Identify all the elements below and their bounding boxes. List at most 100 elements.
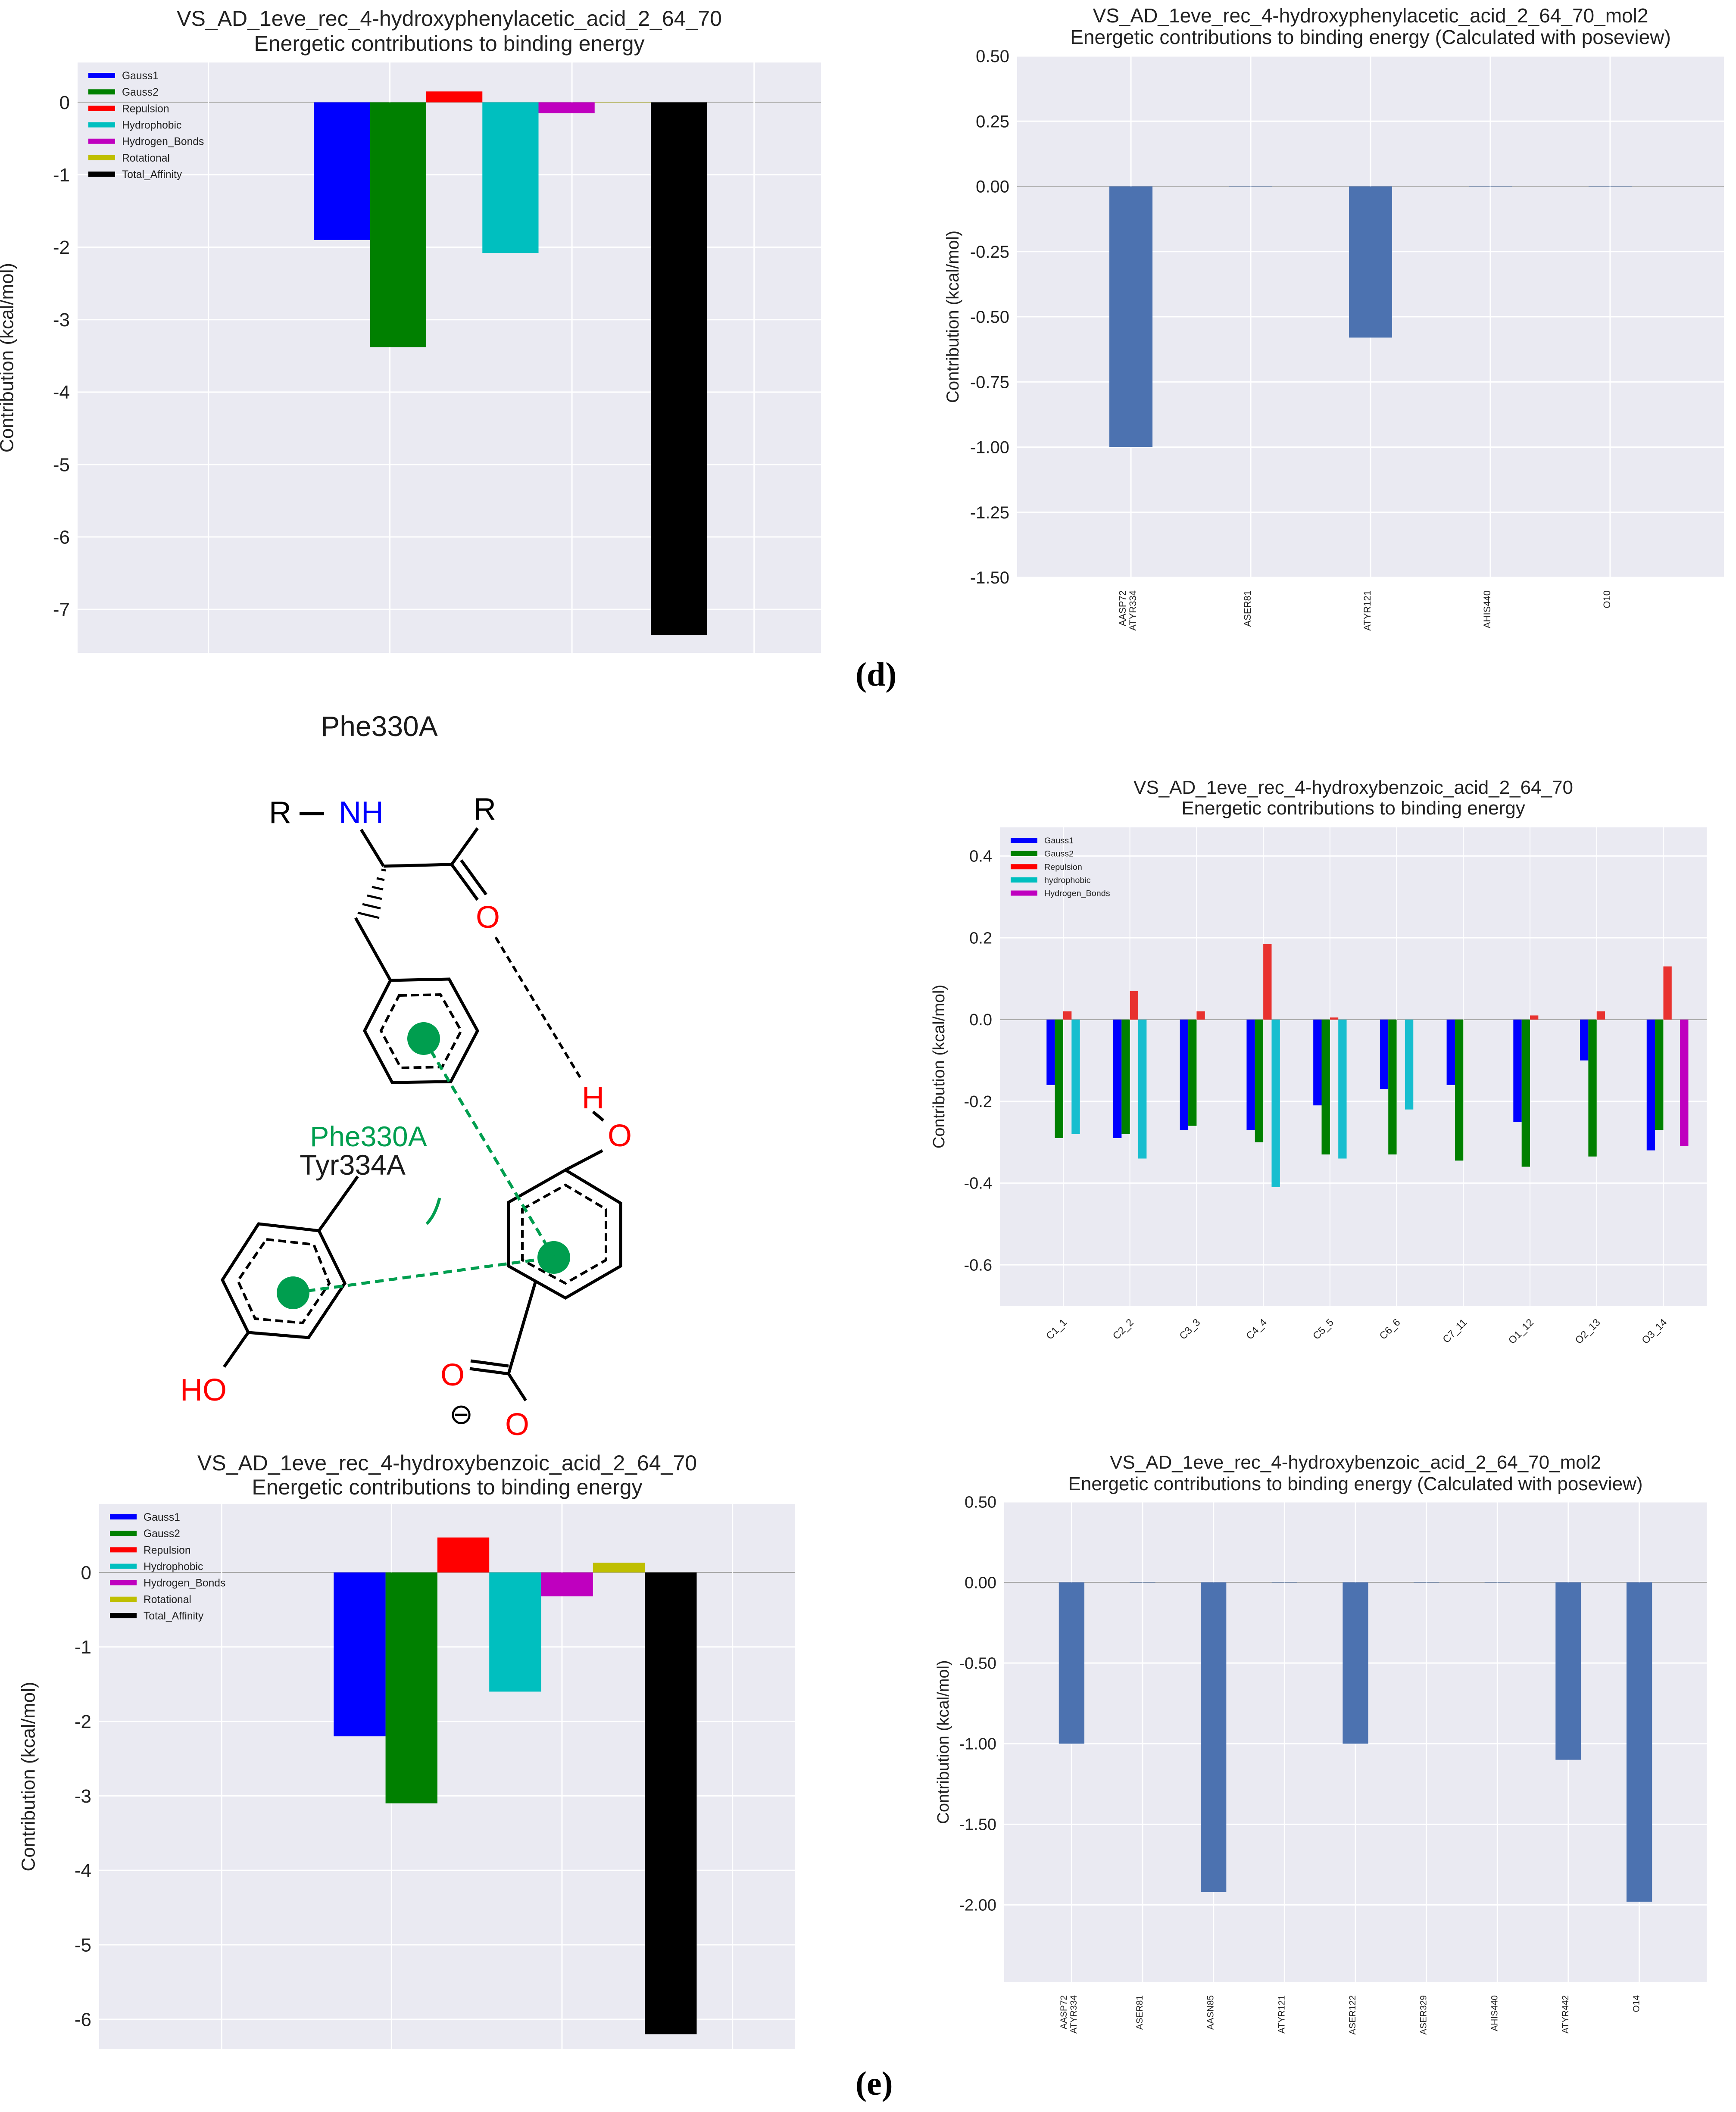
y-axis-label: Contribution (kcal/mol) [934,1660,952,1824]
bar-repulsion [1196,1011,1205,1020]
x-tick-label: ASER122 [1348,1995,1358,2035]
legend-entry: Gauss1 [1044,836,1074,845]
bar-gauss2 [370,102,427,347]
y-tick-label: -1 [75,1637,91,1658]
chart-subtitle: Energetic contributions to binding energ… [252,1475,642,1499]
r-group-1: R [269,796,291,830]
y-tick-label: -4 [53,382,70,403]
y-tick-label: -5 [75,1934,91,1956]
x-tick-label: AASN85 [1206,1995,1216,2030]
bar-repulsion [1330,1017,1339,1020]
panel-label-d: (d) [856,655,897,693]
y-axis-label: Contribution (kcal/mol) [943,231,962,403]
y-tick-label: -0.2 [964,1093,992,1111]
carboxyl-o-1: O [440,1358,465,1392]
x-tick-label: ASER329 [1419,1995,1429,2035]
bar-hydrophobic [489,1572,541,1692]
bar-aasp72-atyr334 [1109,186,1153,447]
bar-gauss2 [1188,1019,1197,1126]
chart-e-right-bottom: VS_AD_1eve_rec_4-hydroxybenzoic_acid_2_6… [934,1452,1707,2035]
x-tick-label: AHIS440 [1489,1995,1499,2031]
charge-minus: ⊖ [449,1398,473,1430]
chart-title: VS_AD_1eve_rec_4-hydroxybenzoic_acid_2_6… [1133,777,1573,798]
bar-gauss2 [1055,1019,1063,1139]
hydrogen-label: H [582,1081,604,1115]
x-tick-label: C2_2 [1111,1316,1136,1341]
chart-subtitle: Energetic contributions to binding energ… [1070,26,1671,48]
legend-entry: Hydrogen_Bonds [122,136,204,148]
y-tick-label: 0.4 [969,848,992,866]
legend-entry: Rotational [144,1594,191,1606]
legend-entry: Repulsion [122,103,169,115]
y-tick-label: -6 [75,2009,91,2030]
y-tick-label: -1.25 [970,503,1009,522]
bar-repulsion [1596,1011,1605,1020]
bar-o14 [1626,1582,1652,1902]
r-group-2: R [474,792,496,827]
bar-hydrogen_bonds [1680,1019,1689,1146]
bar-repulsion [1663,966,1672,1020]
bar-atyr442 [1555,1582,1581,1760]
diagram-title: Phe330A [321,710,438,742]
bar-gauss2 [1455,1019,1464,1161]
bar-hydrogen_bonds [541,1572,593,1597]
x-tick-label: ASER81 [1135,1995,1145,2030]
chart-title: VS_AD_1eve_rec_4-hydroxyphenylacetic_aci… [177,6,722,31]
x-tick-label: O3_14 [1639,1316,1669,1346]
x-tick-label: C6_6 [1377,1316,1402,1341]
y-tick-label: -2 [75,1711,91,1732]
x-tick-label: AASP72ATYR334 [1059,1995,1079,2034]
y-tick-label: 0.0 [969,1011,992,1029]
legend-entry: Gauss1 [144,1512,180,1523]
bar-hydrophobic [1138,1019,1147,1159]
legend-entry: Hydrogen_Bonds [1044,889,1110,898]
bar-aasp72-atyr334 [1058,1582,1085,1744]
y-tick-label: -0.75 [970,373,1009,392]
chart-title: VS_AD_1eve_rec_4-hydroxybenzoic_acid_2_6… [197,1451,697,1475]
bar-gauss1 [1180,1019,1189,1130]
chart-d-left: VS_AD_1eve_rec_4-hydroxyphenylacetic_aci… [0,6,821,653]
y-tick-label: -5 [53,454,70,475]
x-tick-label: C4_4 [1244,1316,1269,1341]
phe-residue-label: Phe330A [310,1120,427,1152]
x-tick-label: C3_3 [1177,1316,1202,1341]
x-tick-label: ATYR442 [1561,1995,1571,2034]
bar-gauss1 [1380,1019,1389,1089]
bar-gauss1 [1646,1019,1655,1151]
carbonyl-o: O [476,900,500,935]
panel-label-e: (e) [856,2065,893,2102]
bar-gauss2 [1588,1019,1597,1157]
bar-aser122 [1343,1582,1368,1744]
plot-area [78,62,821,653]
y-tick-label: -0.25 [970,243,1009,262]
nh-label: NH [339,796,384,830]
bar-aasn85 [1201,1582,1227,1892]
bar-aser81 [1130,1582,1155,1583]
chart-e-right-top: VS_AD_1eve_rec_4-hydroxybenzoic_acid_2_6… [930,777,1707,1346]
y-tick-label: -0.50 [970,308,1009,327]
bar-total_affinity [645,1572,697,2034]
bar-gauss1 [1513,1019,1522,1122]
interaction-diagram: Phe330A R NH R O H O O O ⊖ HO P [180,710,632,1442]
chart-d-right: VS_AD_1eve_rec_4-hydroxyphenylacetic_aci… [943,4,1724,631]
y-tick-label: -1 [53,165,70,186]
x-tick-label: C1_1 [1044,1316,1069,1341]
tyr-residue-label: Tyr334A [300,1149,406,1181]
y-tick-label: 0.00 [965,1574,996,1592]
legend-entry: Gauss2 [122,87,159,98]
chart-subtitle: Energetic contributions to binding energ… [1181,798,1525,819]
bar-gauss1 [1246,1019,1255,1130]
y-tick-label: 0 [81,1562,91,1583]
chart-e-left: VS_AD_1eve_rec_4-hydroxybenzoic_acid_2_6… [18,1451,795,2049]
y-tick-label: -7 [53,599,70,621]
y-tick-label: -0.50 [959,1654,996,1672]
plot-area [1000,827,1707,1306]
y-tick-label: -1.00 [970,438,1009,457]
legend-entry: Gauss2 [144,1528,180,1540]
chart-title: VS_AD_1eve_rec_4-hydroxybenzoic_acid_2_6… [1110,1452,1601,1473]
y-tick-label: 0.50 [976,47,1009,66]
bar-gauss2 [1255,1019,1264,1142]
y-tick-label: -2.00 [959,1897,996,1915]
y-tick-label: -3 [75,1786,91,1807]
bar-hydrophobic [1338,1019,1347,1159]
